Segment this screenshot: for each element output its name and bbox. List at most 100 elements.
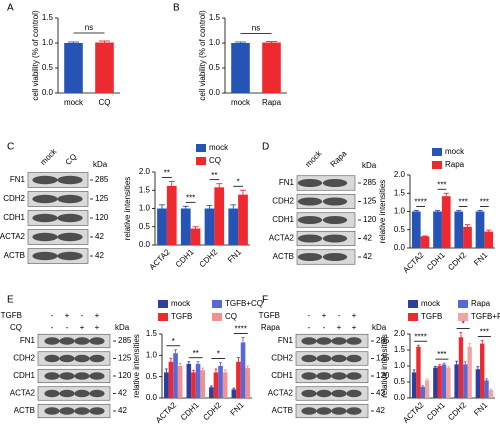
- x-tick-label: ACTA2: [401, 250, 426, 275]
- y-tick-label: 0.0: [394, 393, 406, 402]
- blot-band: [301, 372, 317, 380]
- condition-label: TGFB: [259, 311, 280, 320]
- marker-size: 285: [376, 336, 390, 345]
- blot-band: [322, 215, 348, 225]
- condition-sign: -: [51, 323, 54, 332]
- protein-label: FN1: [278, 336, 294, 345]
- bar: [420, 236, 430, 248]
- protein-label: ACTA2: [268, 389, 294, 398]
- significance: ***: [480, 328, 489, 337]
- significance: ****: [414, 332, 426, 341]
- lane-label: CQ: [64, 152, 79, 167]
- bar: [437, 366, 442, 398]
- legend-swatch: [458, 300, 468, 308]
- legend-label: CQ: [225, 312, 237, 321]
- bar: [200, 370, 205, 398]
- blot-band: [44, 407, 60, 415]
- blot-band: [322, 234, 348, 243]
- bar: [467, 346, 472, 398]
- marker-size: 42: [363, 252, 372, 261]
- x-tick-label: CDH2: [446, 400, 468, 422]
- significance: *: [237, 177, 240, 186]
- legend-swatch: [408, 300, 418, 308]
- x-tick-label: CDH1: [425, 400, 447, 422]
- marker-size: 120: [363, 215, 377, 224]
- blot-band: [89, 407, 105, 415]
- protein-label: CDH1: [3, 213, 25, 222]
- bar: [204, 208, 215, 245]
- bar: [190, 228, 201, 245]
- y-tick-label: 1.0: [42, 38, 54, 47]
- blot-band: [32, 194, 58, 204]
- blot-band: [301, 354, 317, 363]
- legend-swatch: [432, 148, 442, 156]
- condition-sign: -: [323, 323, 326, 332]
- marker-size: 42: [376, 389, 385, 398]
- blot-band: [74, 372, 90, 380]
- marker-size: 285: [95, 175, 109, 184]
- legend-swatch: [458, 313, 468, 321]
- bar: [238, 194, 248, 245]
- panel-label: B: [173, 3, 180, 14]
- y-tick-label: 0.5: [394, 225, 406, 234]
- blot-band: [59, 389, 75, 398]
- y-tick-label: 1.5: [394, 345, 406, 354]
- x-tick-label: ACTA2: [154, 400, 179, 425]
- x-tick-label: CDH1: [425, 250, 447, 272]
- x-tick-label: mock: [64, 98, 84, 107]
- protein-label: FN1: [20, 336, 36, 345]
- condition-sign: -: [66, 323, 69, 332]
- x-tick-label: CDH1: [179, 400, 201, 422]
- protein-label: CDH2: [271, 354, 293, 363]
- y-tick-label: 0.5: [394, 377, 406, 386]
- y-tick-label: 0.0: [394, 243, 406, 252]
- legend-swatch: [432, 161, 442, 169]
- legend-label: Rapa: [471, 299, 491, 308]
- blot-band: [74, 337, 90, 345]
- blot-band: [89, 354, 105, 363]
- marker-size: 125: [363, 197, 377, 206]
- lane-label: Rapa: [329, 149, 349, 169]
- protein-label: FN1: [10, 175, 26, 184]
- blot-band: [346, 389, 362, 398]
- marker-size: 120: [95, 213, 109, 222]
- x-tick-label: CDH2: [446, 250, 468, 272]
- protein-label: ACTB: [272, 406, 293, 415]
- blot-band: [44, 337, 60, 345]
- condition-sign: +: [65, 311, 70, 320]
- blot-band: [322, 197, 348, 206]
- condition-sign: +: [352, 323, 357, 332]
- blot-band: [32, 213, 58, 223]
- x-tick-label: CDH1: [174, 247, 196, 269]
- blot-band: [301, 337, 317, 345]
- bar: [441, 364, 447, 398]
- protein-label: CDH2: [13, 354, 35, 363]
- blot-band: [59, 372, 75, 380]
- legend-label: CQ: [209, 156, 221, 165]
- bar: [180, 208, 191, 245]
- y-tick-label: 1.0: [209, 38, 221, 47]
- condition-sign: +: [95, 323, 100, 332]
- marker-size: 42: [118, 389, 127, 398]
- blot-band: [301, 407, 317, 415]
- x-tick-label: FN1: [472, 250, 489, 267]
- bar: [209, 387, 214, 398]
- bar: [484, 231, 494, 248]
- blot-band: [32, 251, 58, 261]
- significance: ***: [437, 350, 446, 359]
- blot-band: [331, 372, 347, 380]
- y-tick-label: 0.0: [209, 88, 221, 97]
- legend-label: mock: [421, 299, 441, 308]
- protein-label: CDH2: [272, 197, 294, 206]
- condition-sign: -: [338, 311, 341, 320]
- marker-size: 42: [95, 232, 104, 241]
- condition-label: TGFB: [1, 311, 22, 320]
- panel-label: C: [7, 142, 14, 153]
- x-tick-label: ACTA2: [148, 247, 173, 272]
- legend-label: TGFB+CQ: [225, 299, 263, 308]
- blot-band: [316, 337, 332, 345]
- panel-label: E: [7, 295, 14, 306]
- marker-size: 42: [118, 406, 127, 415]
- condition-sign: +: [337, 323, 342, 332]
